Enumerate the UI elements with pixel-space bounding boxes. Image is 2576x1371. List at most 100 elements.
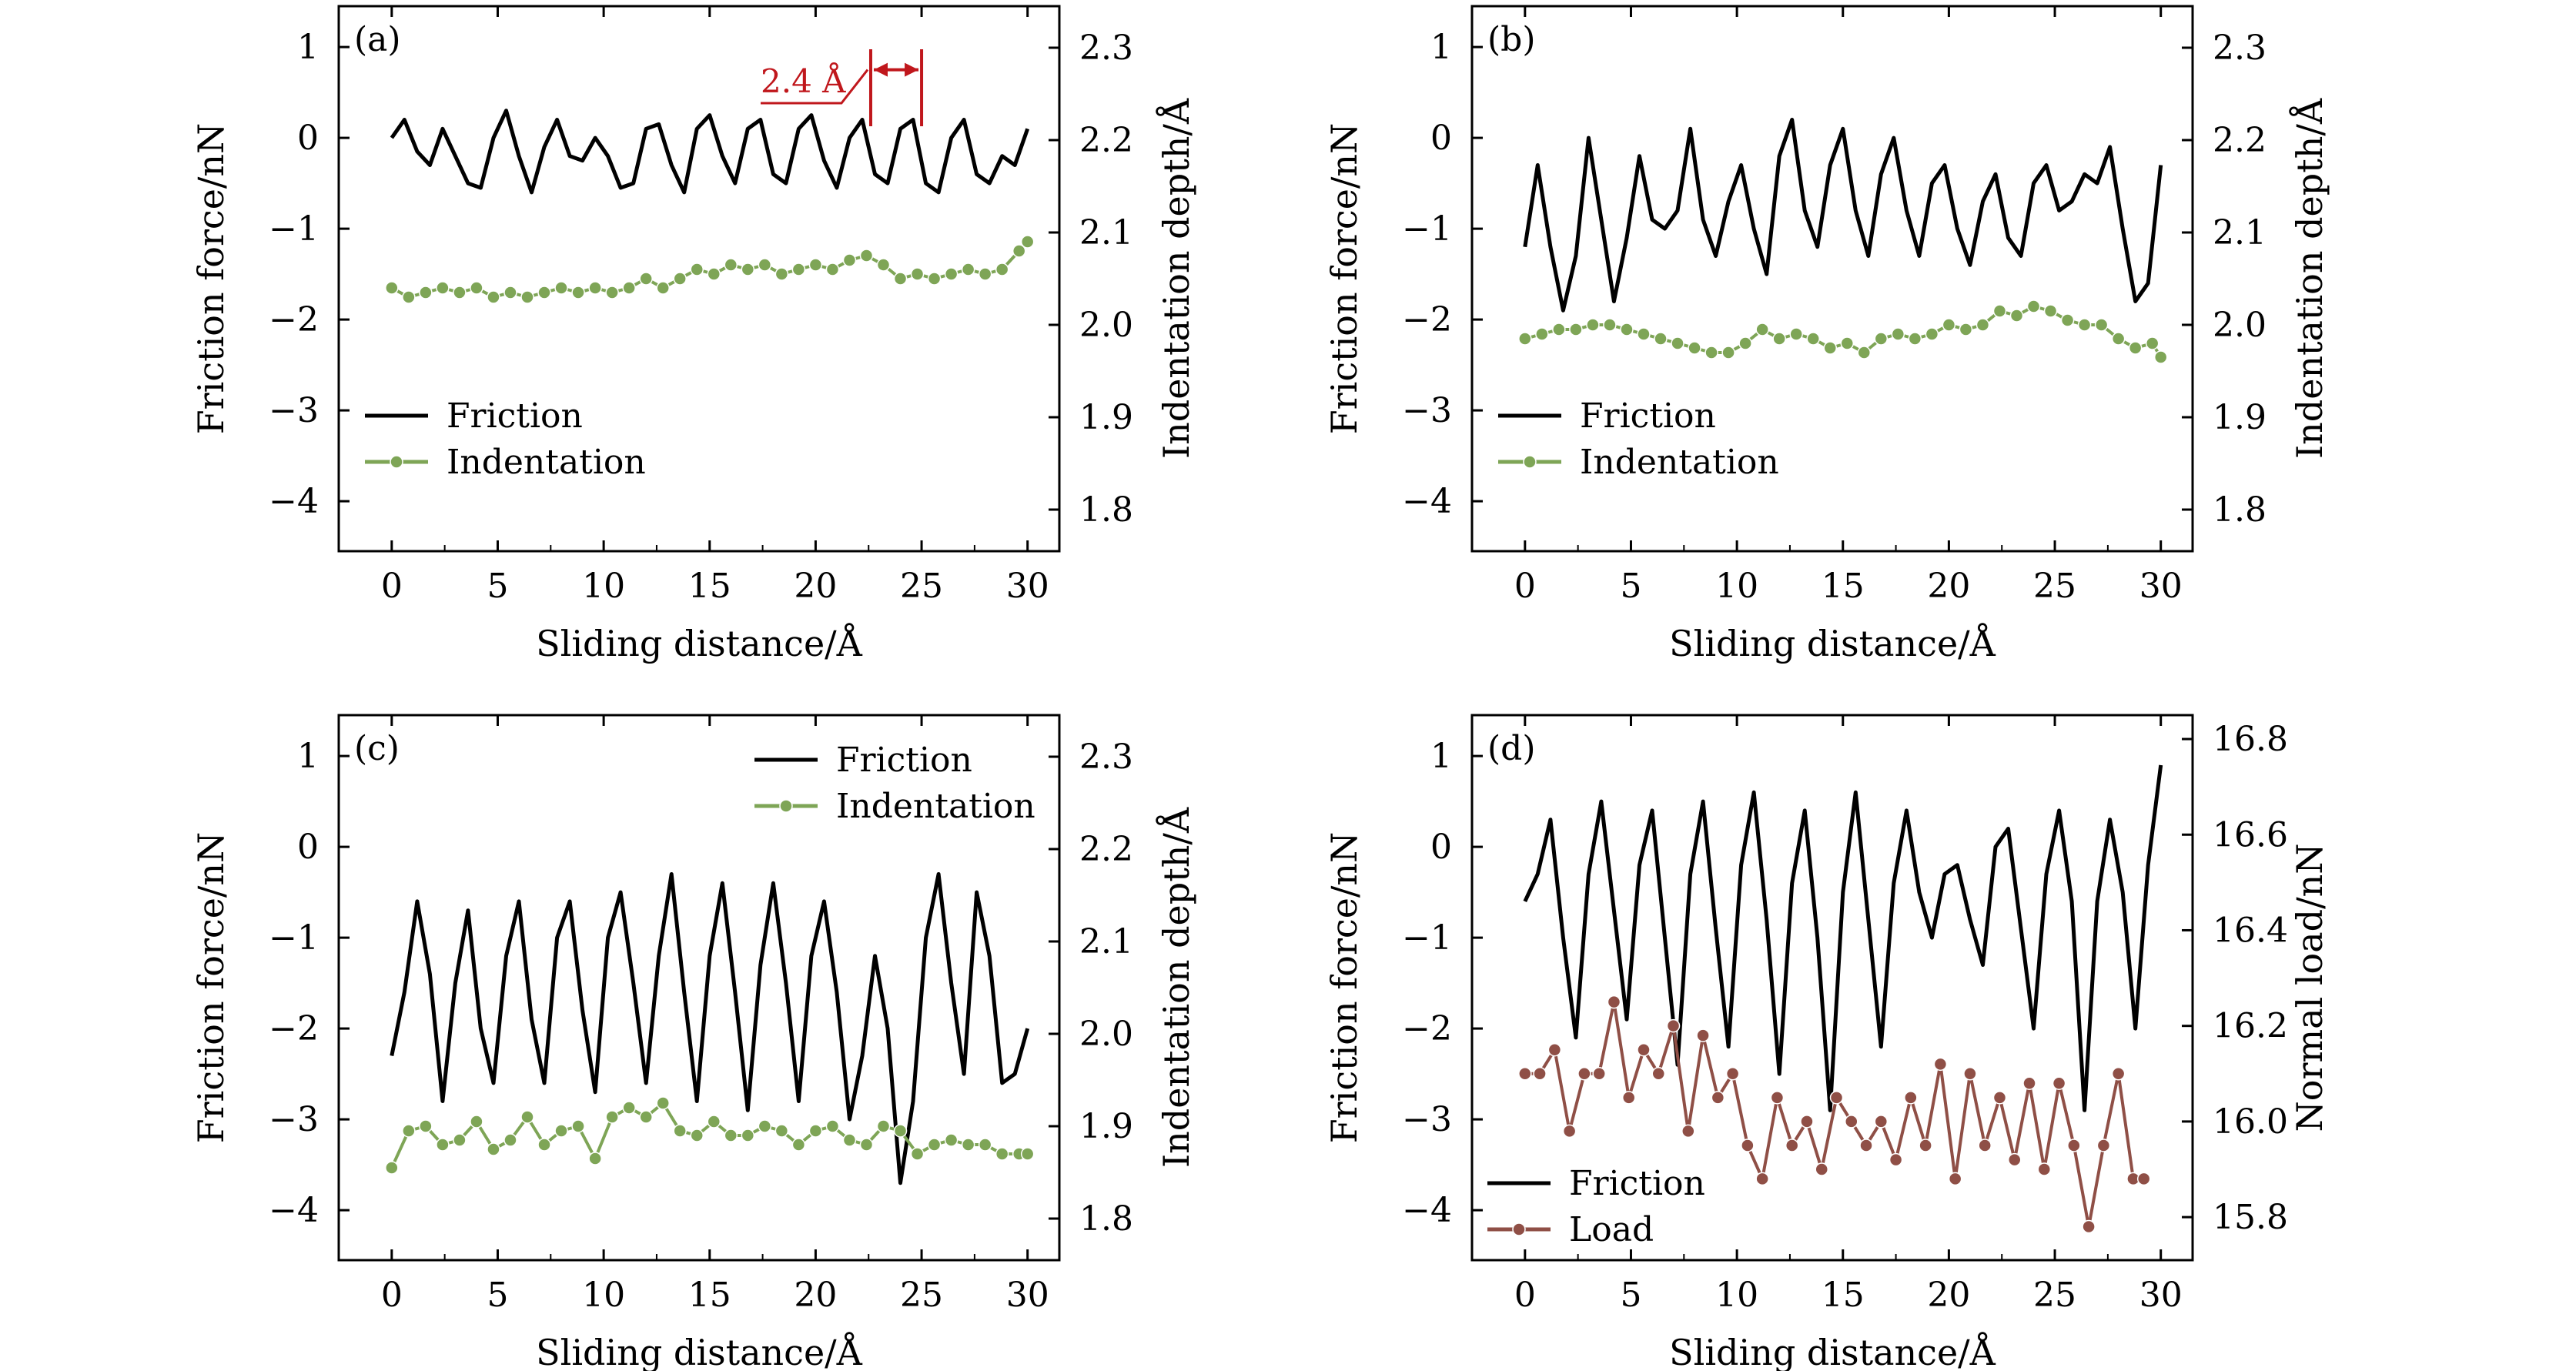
- y-axis-title: Friction force/nN: [1323, 832, 1365, 1144]
- data-point: [1840, 336, 1855, 350]
- data-point: [2128, 341, 2143, 355]
- data-point: [961, 262, 975, 276]
- data-point: [893, 1124, 908, 1138]
- data-point: [1789, 327, 1803, 341]
- y-tick-label: −3: [1402, 391, 1452, 430]
- x-tick-label: 25: [900, 1276, 943, 1315]
- y2-tick-label: 16.8: [2213, 720, 2288, 759]
- data-point: [554, 281, 568, 295]
- data-point: [503, 1133, 517, 1147]
- data-point: [2043, 304, 2058, 318]
- data-point: [1874, 332, 1889, 346]
- x-tick-label: 15: [688, 567, 731, 606]
- x-tick-label: 25: [900, 567, 943, 606]
- data-point: [2153, 350, 2168, 364]
- x-axis-title: Sliding distance/Å: [1669, 1331, 1996, 1371]
- data-point: [1666, 1018, 1681, 1033]
- data-point: [1607, 995, 1621, 1009]
- x-tick-label: 0: [1514, 1276, 1536, 1315]
- legend-label-indentation: Indentation: [836, 787, 1035, 826]
- x-axis-title: Sliding distance/Å: [536, 622, 863, 664]
- x-tick-label: 30: [1006, 1276, 1049, 1315]
- y-tick-label: 1: [297, 28, 319, 67]
- data-point: [758, 258, 772, 272]
- data-point: [419, 286, 433, 299]
- data-point: [1741, 1139, 1755, 1152]
- data-point: [791, 262, 806, 276]
- y2-tick-label: 16.0: [2213, 1102, 2288, 1142]
- data-point: [1577, 1067, 1591, 1081]
- data-point: [2067, 1139, 2081, 1152]
- data-point: [436, 1138, 450, 1152]
- data-point: [487, 290, 500, 304]
- data-point: [2037, 1162, 2052, 1176]
- data-point: [1637, 1042, 1651, 1057]
- data-point: [910, 267, 925, 281]
- data-point: [978, 267, 992, 281]
- plot-frame: [337, 714, 1061, 1262]
- data-point: [1603, 318, 1617, 332]
- y-tick-label: 0: [1430, 828, 1452, 867]
- legend-label-friction: Friction: [1569, 1164, 1705, 1203]
- data-point: [927, 1138, 942, 1152]
- data-point: [2060, 313, 2075, 327]
- annotation-label: 2.4 Å: [761, 62, 846, 100]
- data-point: [2094, 318, 2109, 332]
- data-point: [1681, 1124, 1695, 1139]
- y2-tick-label: 2.0: [1079, 1015, 1133, 1054]
- legend-marker: [390, 455, 403, 469]
- y-tick-label: −1: [269, 918, 319, 958]
- data-point: [520, 290, 534, 304]
- data-point: [1755, 1172, 1769, 1186]
- x-tick-label: 20: [794, 567, 837, 606]
- panel-label: (a): [354, 20, 401, 59]
- data-point: [1874, 1115, 1889, 1129]
- data-point: [1552, 323, 1566, 336]
- y2-tick-label: 1.9: [1079, 1107, 1133, 1146]
- series-line-friction: [1523, 764, 2163, 1112]
- x-tick-label: 25: [2033, 567, 2076, 606]
- data-point: [1889, 1152, 1903, 1167]
- data-point: [2077, 318, 2092, 332]
- data-point: [1562, 1124, 1577, 1139]
- y-tick-label: 1: [1430, 737, 1452, 776]
- y2-tick-label: 2.3: [1079, 737, 1133, 777]
- data-point: [944, 1133, 958, 1147]
- data-point: [995, 1147, 1009, 1161]
- data-point: [1012, 244, 1026, 258]
- y-tick-label: −4: [1402, 482, 1452, 521]
- y-tick-label: −4: [1402, 1191, 1452, 1230]
- data-point: [622, 281, 636, 295]
- series-line-friction: [390, 872, 1030, 1185]
- data-point: [724, 1129, 738, 1142]
- data-point: [2026, 299, 2041, 313]
- data-point: [2111, 1067, 2126, 1081]
- y2-tick-label: 2.3: [1079, 28, 1133, 68]
- chart-panel-2: 0 5 10 15 20 25 3010−1−2−3−42.32.22.12.01.91.8…: [1323, 5, 2330, 664]
- annotation-arrow-right: [905, 62, 919, 77]
- x-tick-label: 5: [487, 567, 508, 606]
- plot-frame: [1470, 5, 2194, 553]
- data-point: [724, 258, 738, 272]
- data-point: [1651, 1067, 1666, 1081]
- data-point: [1908, 332, 1922, 346]
- y-tick-label: 0: [1430, 119, 1452, 158]
- data-point: [639, 272, 653, 286]
- x-tick-label: 15: [1822, 1276, 1865, 1315]
- data-point: [537, 1138, 551, 1152]
- legend-label-friction: Friction: [836, 741, 972, 780]
- y-axis-title: Friction force/nN: [190, 123, 232, 435]
- data-point: [1978, 1139, 1992, 1152]
- data-point: [1845, 1115, 1858, 1129]
- annotation-arrow-left: [873, 62, 888, 77]
- data-point: [978, 1138, 992, 1152]
- plot-frame: [1470, 714, 2194, 1262]
- y2-tick-label: 2.1: [2213, 213, 2267, 252]
- y2-tick-label: 2.0: [2213, 306, 2267, 345]
- y-axis-title: Friction force/nN: [1323, 123, 1365, 435]
- y2-axis-title: Indentation depth/Å: [1155, 98, 1197, 459]
- data-point: [605, 286, 619, 299]
- data-point: [2082, 1219, 2096, 1234]
- series-line-friction: [1523, 118, 2163, 313]
